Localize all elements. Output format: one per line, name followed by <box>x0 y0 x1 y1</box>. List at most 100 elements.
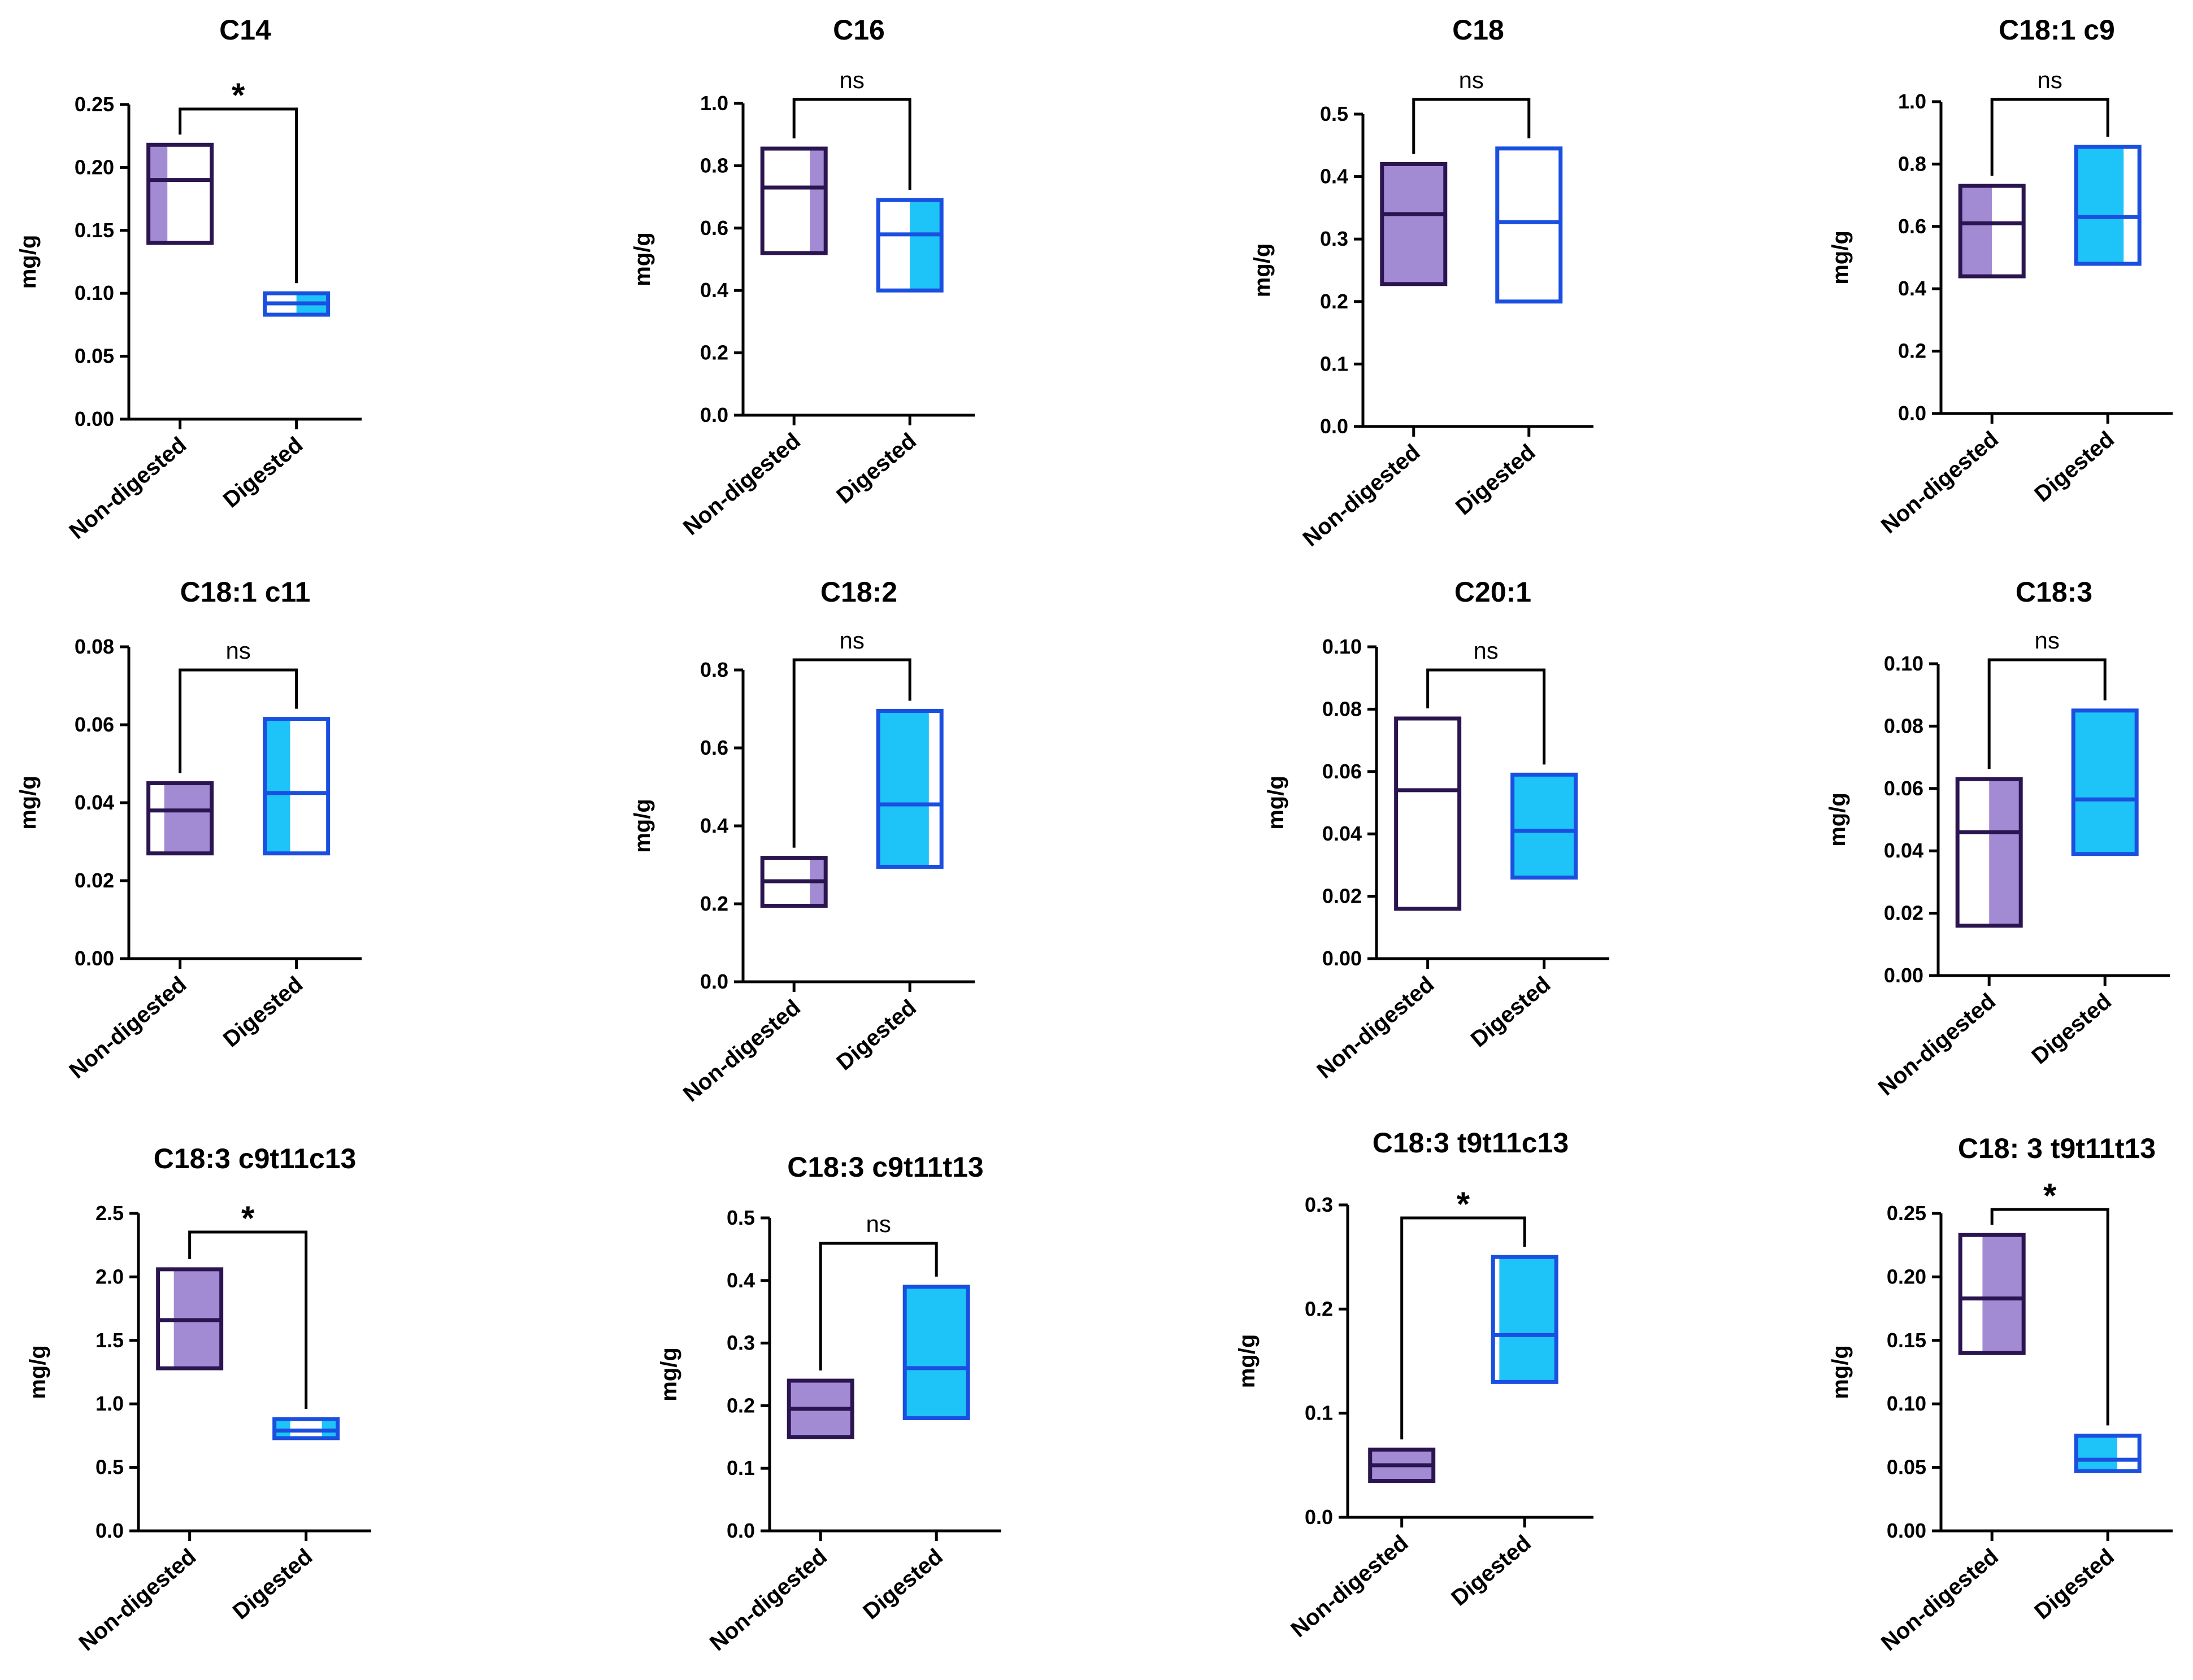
box-fill <box>1499 1257 1557 1382</box>
x-category-label: Digested <box>832 428 921 508</box>
x-category-label: Non-digested <box>74 1544 201 1656</box>
x-category-label: Non-digested <box>1286 1530 1413 1642</box>
x-category-label: Non-digested <box>64 432 191 544</box>
y-tick-label: 0.15 <box>1887 1329 1926 1352</box>
box-outline <box>902 1285 970 1421</box>
significance-label: ns <box>2035 627 2060 654</box>
significance-label: ns <box>225 637 250 664</box>
y-axis-label: mg/g <box>16 235 41 289</box>
box-outline <box>2074 145 2142 266</box>
y-tick-label: 0.6 <box>1898 215 1926 238</box>
box-digested <box>272 1417 340 1440</box>
x-category-label: Digested <box>858 1544 948 1624</box>
y-tick-label: 0.2 <box>1898 340 1926 363</box>
y-tick-label: 0.00 <box>1887 1519 1926 1542</box>
chart-panel-9: C18:3 c9t11c13 mg/g 0.0 0.5 1.0 1.5 2.0 2.5 Non-… <box>25 1143 371 1656</box>
y-tick-label: 0.08 <box>1884 714 1923 737</box>
box-nondigested <box>1958 1233 2026 1355</box>
y-axis-label: mg/g <box>657 1347 681 1402</box>
box-digested <box>2074 145 2142 266</box>
x-category-label: Non-digested <box>1312 972 1439 1083</box>
significance-bracket <box>188 1230 308 1409</box>
box-fill <box>164 783 212 854</box>
chart-panel-6: C18:2 mg/g 0.0 0.2 0.4 0.6 0.8 Non-digested Dige… <box>630 576 975 1107</box>
x-category-label: Digested <box>1466 972 1556 1052</box>
box-outline <box>876 198 944 293</box>
chart-panel-12: C18: 3 t9t11t13 mg/g 0.00 0.05 0.10 0.15 0.20 0… <box>1828 1133 2173 1656</box>
significance-bracket <box>179 668 298 773</box>
chart-panel-5: C18:1 c11 mg/g 0.00 0.02 0.04 0.06 0.08 Non-dig… <box>16 576 362 1083</box>
x-category-label: Digested <box>2030 1544 2119 1624</box>
y-tick-label: 0.4 <box>1898 277 1926 300</box>
box-outline <box>1380 162 1448 286</box>
y-tick-label: 0.0 <box>1305 1505 1333 1529</box>
significance-bracket <box>1400 1216 1526 1440</box>
box-fill <box>878 711 929 867</box>
box-nondigested <box>1958 184 2026 278</box>
significance-bracket <box>792 98 911 190</box>
y-tick-label: 0.00 <box>75 947 114 970</box>
y-axis-label: mg/g <box>16 776 41 830</box>
chart-title: C18:1 c11 <box>180 576 311 608</box>
y-tick-label: 0.0 <box>1898 402 1926 425</box>
y-tick-label: 0.1 <box>1320 352 1348 375</box>
significance-bracket <box>1426 668 1546 765</box>
y-tick-label: 0.5 <box>95 1456 124 1479</box>
y-tick-label: 0.0 <box>95 1519 124 1542</box>
box-outline <box>2071 708 2139 856</box>
chart-title: C18:3 c9t11c13 <box>154 1143 357 1174</box>
y-tick-label: 0.08 <box>75 635 114 658</box>
box-nondigested <box>1955 777 2023 928</box>
box-fill <box>2073 710 2137 854</box>
box-digested <box>1510 772 1578 880</box>
y-tick-label: 0.6 <box>700 216 728 240</box>
box-outline <box>760 146 828 255</box>
box-fill <box>1982 1235 2024 1353</box>
x-category-label: Digested <box>219 972 308 1052</box>
y-tick-label: 2.0 <box>95 1265 124 1288</box>
y-axis-label: mg/g <box>1250 243 1275 298</box>
chart-panel-11: C18:3 t9t11c13 mg/g 0.0 0.1 0.2 0.3 Non-digest… <box>1235 1127 1593 1642</box>
box-outline <box>2074 1433 2142 1473</box>
y-tick-label: 0.10 <box>1884 652 1923 675</box>
box-fill <box>905 1286 969 1418</box>
y-axis-label: mg/g <box>1828 230 1853 285</box>
y-tick-label: 1.0 <box>95 1392 124 1415</box>
y-tick-label: 0.2 <box>700 341 728 364</box>
y-tick-label: 0.25 <box>75 93 114 116</box>
significance-bracket <box>1987 658 2107 769</box>
box-digested <box>263 291 331 317</box>
chart-panel-2: C16 mg/g 0.0 0.2 0.4 0.6 0.8 1.0 Non-digested Dig… <box>630 14 975 540</box>
y-axis-label: mg/g <box>25 1345 50 1399</box>
significance-label: ns <box>866 1211 891 1237</box>
y-tick-label: 0.15 <box>75 219 114 242</box>
box-outline <box>1510 772 1578 880</box>
box-nondigested <box>787 1378 854 1439</box>
y-tick-label: 0.2 <box>1320 290 1348 313</box>
box-digested <box>2074 1433 2142 1473</box>
y-tick-label: 0.4 <box>1320 165 1348 188</box>
y-tick-label: 0.05 <box>75 345 114 368</box>
box-fill <box>910 200 942 291</box>
significance-label: * <box>2043 1177 2057 1215</box>
box-fill <box>1989 779 2021 926</box>
box-nondigested <box>146 142 214 245</box>
box-outline <box>1958 184 2026 278</box>
y-tick-label: 0.5 <box>1320 102 1348 125</box>
x-category-label: Digested <box>2030 426 2119 507</box>
y-tick-label: 2.5 <box>95 1202 124 1225</box>
y-tick-label: 0.10 <box>75 281 114 304</box>
y-tick-label: 0.0 <box>700 970 728 993</box>
y-tick-label: 0.00 <box>1322 947 1362 970</box>
chart-panel-4: C18:1 c9 mg/g 0.0 0.2 0.4 0.6 0.8 1.0 Non-digest… <box>1828 14 2173 538</box>
y-tick-label: 0.04 <box>1322 822 1362 845</box>
chart-title: C18:3 t9t11c13 <box>1373 1127 1569 1159</box>
y-tick-label: 0.5 <box>727 1206 755 1229</box>
y-tick-label: 0.02 <box>1884 902 1923 925</box>
x-category-label: Digested <box>2027 989 2116 1069</box>
chart-title: C14 <box>219 14 271 46</box>
y-axis-label: mg/g <box>1263 776 1288 830</box>
y-tick-label: 0.4 <box>727 1269 755 1292</box>
y-tick-label: 0.00 <box>75 407 114 430</box>
y-axis-label: mg/g <box>630 232 655 286</box>
